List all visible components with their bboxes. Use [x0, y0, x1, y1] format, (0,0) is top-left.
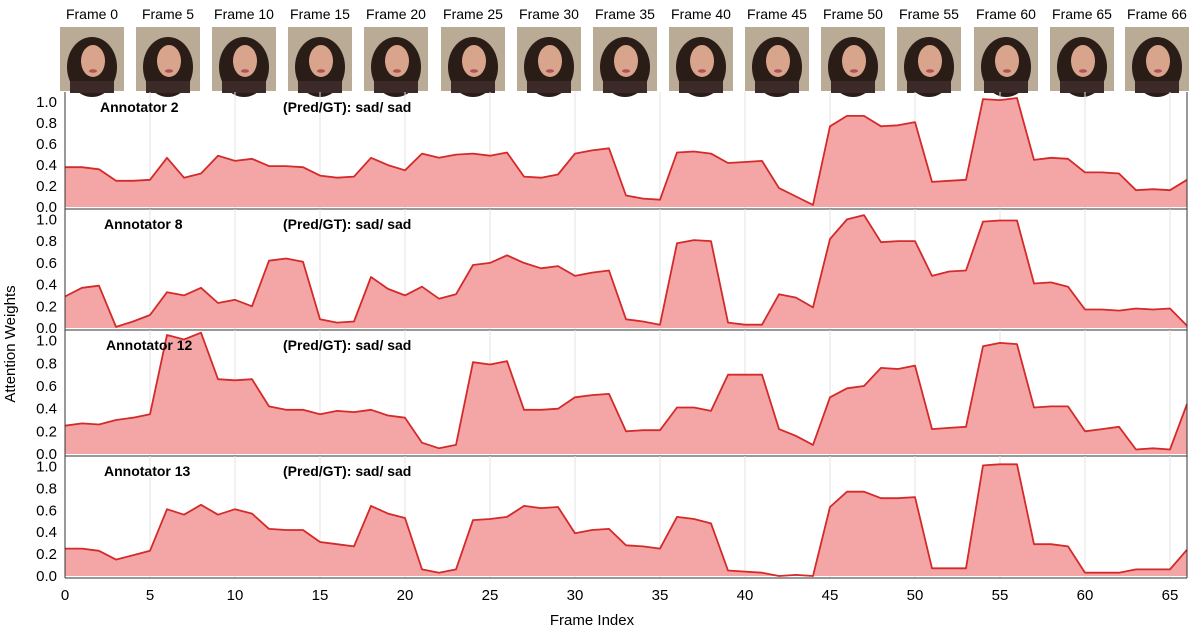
frame-thumbnail — [897, 27, 961, 97]
x-axis-title: Frame Index — [550, 612, 635, 629]
x-tick-label: 60 — [1077, 587, 1094, 604]
frame-label: Frame 55 — [899, 6, 959, 22]
frame-label: Frame 30 — [519, 6, 579, 22]
x-tick-label: 65 — [1162, 587, 1179, 604]
y-tick-label: 0.0 — [36, 568, 57, 585]
y-tick-label: 0.2 — [36, 178, 57, 195]
y-tick-label: 1.0 — [36, 458, 57, 475]
prediction-label: (Pred/GT): sad/ sad — [283, 216, 411, 232]
x-tick-label: 55 — [992, 587, 1009, 604]
frame-thumbnail — [1125, 27, 1189, 97]
y-axis-title: Attention Weights — [2, 285, 19, 402]
y-tick-label: 0.2 — [36, 423, 57, 440]
x-tick-label: 40 — [737, 587, 754, 604]
attention-line — [64, 214, 1188, 328]
y-tick-label: 0.6 — [36, 255, 57, 272]
y-tick-label: 0.6 — [36, 378, 57, 395]
x-tick-label: 30 — [567, 587, 584, 604]
y-tick-label: 0.2 — [36, 546, 57, 563]
frame-label: Frame 65 — [1052, 6, 1112, 22]
frame-thumbnail — [745, 27, 809, 97]
y-tick-label: 1.0 — [36, 333, 57, 350]
frame-label: Frame 20 — [366, 6, 426, 22]
annotator-label: Annotator 8 — [104, 216, 183, 232]
attention-panel: 0.0 0.2 0.4 0.6 0.8 1.0 Annotator 2 (Pred/GT): … — [36, 92, 1188, 216]
frame-label: Frame 15 — [290, 6, 350, 22]
prediction-label: (Pred/GT): sad/ sad — [283, 99, 411, 115]
frame-label: Frame 25 — [443, 6, 503, 22]
x-tick-label: 10 — [227, 587, 244, 604]
y-tick-label: 0.0 — [36, 199, 57, 216]
attention-line — [65, 463, 1188, 577]
attention-line — [64, 331, 1188, 451]
y-tick-label: 0.4 — [36, 401, 57, 418]
y-tick-label: 0.8 — [36, 480, 57, 497]
frame-label: Frame 60 — [976, 6, 1036, 22]
attention-area — [65, 464, 1187, 576]
y-tick-label: 0.4 — [36, 277, 57, 294]
x-tick-label: 35 — [652, 587, 669, 604]
x-tick-label: 15 — [312, 587, 329, 604]
frame-thumbnail — [974, 27, 1038, 97]
attention-panel: 0.0 0.2 0.4 0.6 0.8 1.0 Annotator 12 (Pred/GT):… — [36, 330, 1188, 463]
y-tick-label: 0.0 — [36, 320, 57, 337]
attention-line — [65, 97, 1188, 206]
frame-thumbnail — [136, 27, 200, 97]
frame-label: Frame 50 — [823, 6, 883, 22]
x-tick-label: 0 — [61, 587, 69, 604]
annotator-label: Annotator 12 — [106, 337, 193, 353]
x-tick-label: 25 — [482, 587, 499, 604]
y-tick-label: 0.8 — [36, 233, 57, 250]
frame-label: Frame 40 — [671, 6, 731, 22]
y-tick-label: 0.2 — [36, 298, 57, 315]
frame-thumbnail — [364, 27, 428, 97]
attention-panel: 0.0 0.2 0.4 0.6 0.8 1.0 Annotator 13 (Pred/GT):… — [36, 456, 1188, 585]
frame-thumbnail — [441, 27, 505, 97]
frame-label: Frame 10 — [214, 6, 274, 22]
frame-thumbnail — [821, 27, 885, 97]
frame-thumbnail — [669, 27, 733, 97]
x-tick-label: 45 — [822, 587, 839, 604]
frame-label: Frame 5 — [142, 6, 194, 22]
attention-area — [65, 98, 1187, 207]
frame-strip: Frame 0 Frame 5 Frame 10 Frame 15 Frame 20 Fr… — [60, 6, 1189, 97]
frame-label: Frame 66 — [1127, 6, 1187, 22]
y-tick-label: 0.0 — [36, 446, 57, 463]
y-tick-label: 0.4 — [36, 524, 57, 541]
y-tick-label: 0.8 — [36, 355, 57, 372]
frame-thumbnail — [517, 27, 581, 97]
y-tick-label: 0.6 — [36, 502, 57, 519]
y-tick-label: 0.4 — [36, 157, 57, 174]
y-tick-label: 0.8 — [36, 115, 57, 132]
frame-label: Frame 35 — [595, 6, 655, 22]
annotator-label: Annotator 2 — [100, 99, 179, 115]
y-tick-label: 0.6 — [36, 136, 57, 153]
x-tick-label: 20 — [397, 587, 414, 604]
frame-thumbnail — [212, 27, 276, 97]
y-tick-label: 1.0 — [36, 94, 57, 111]
prediction-label: (Pred/GT): sad/ sad — [283, 463, 411, 479]
x-tick-label: 50 — [907, 587, 924, 604]
frame-label: Frame 45 — [747, 6, 807, 22]
y-tick-label: 1.0 — [36, 211, 57, 228]
attention-area — [65, 332, 1187, 454]
frame-label: Frame 0 — [66, 6, 118, 22]
frame-thumbnail — [1050, 27, 1114, 97]
x-axis: 0 5 10 15 20 25 30 35 40 45 50 55 60 65 — [61, 587, 1179, 604]
attention-area — [65, 215, 1187, 328]
frame-thumbnail — [60, 27, 124, 97]
frame-thumbnail — [593, 27, 657, 97]
annotator-label: Annotator 13 — [104, 463, 191, 479]
x-tick-label: 5 — [146, 587, 154, 604]
attention-panel: 0.0 0.2 0.4 0.6 0.8 1.0 Annotator 8 (Pred/GT): … — [36, 209, 1188, 337]
prediction-label: (Pred/GT): sad/ sad — [283, 337, 411, 353]
frame-thumbnail — [288, 27, 352, 97]
attention-panels: 0.0 0.2 0.4 0.6 0.8 1.0 Annotator 2 (Pred/GT): … — [36, 92, 1188, 585]
